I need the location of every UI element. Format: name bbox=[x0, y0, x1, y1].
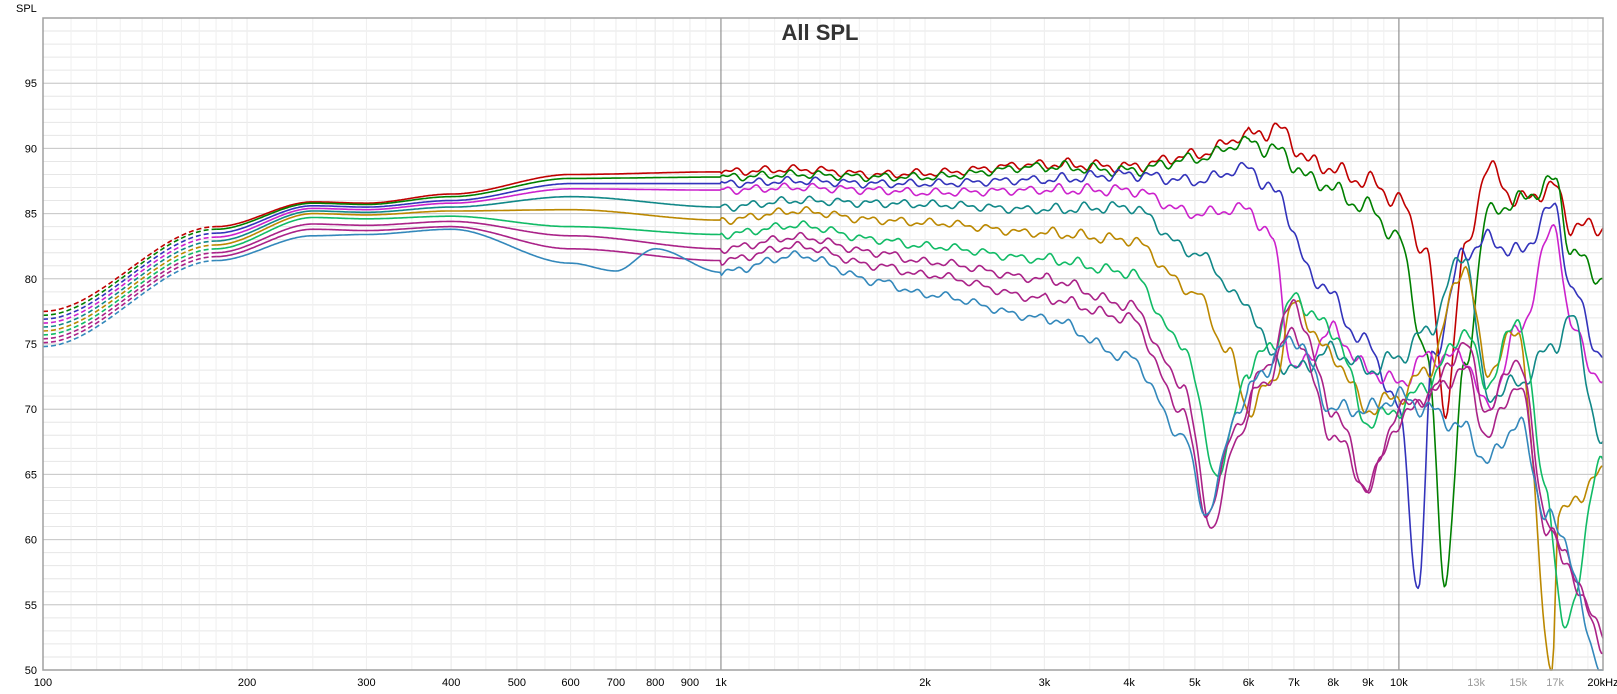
x-tick-label: 500 bbox=[508, 677, 526, 689]
series-line bbox=[216, 228, 1603, 671]
y-tick-label: 90 bbox=[25, 143, 37, 155]
x-tick-label: 9k bbox=[1362, 677, 1374, 689]
y-tick-label: 95 bbox=[25, 78, 37, 90]
series-line-extrapolated bbox=[42, 259, 217, 348]
series-line-extrapolated bbox=[42, 228, 217, 317]
x-tick-label: 800 bbox=[646, 677, 664, 689]
series-line bbox=[216, 225, 1603, 655]
series-line-extrapolated bbox=[42, 225, 217, 313]
x-tick-label: 300 bbox=[357, 677, 375, 689]
y-axis-ticks: 50 55 60 65 70 75 80 85 90 95 bbox=[25, 78, 37, 677]
plot-frame bbox=[42, 17, 1604, 671]
x-tick-label: 900 bbox=[681, 677, 699, 689]
x-tick-label: 5k bbox=[1189, 677, 1201, 689]
series-line-extrapolated bbox=[42, 251, 217, 340]
chart-title: All SPL bbox=[781, 20, 858, 45]
series-line bbox=[216, 206, 1603, 671]
x-tick-label: 8k bbox=[1327, 677, 1339, 689]
y-tick-label: 85 bbox=[25, 209, 37, 221]
x-tick-label: 4k bbox=[1123, 677, 1135, 689]
series-line-extrapolated bbox=[42, 236, 217, 324]
x-tick-label: 700 bbox=[607, 677, 625, 689]
series-line-extrapolated bbox=[42, 255, 217, 344]
series-line bbox=[216, 220, 1604, 639]
x-tick-label: 100 bbox=[34, 677, 52, 689]
x-tick-label: 200 bbox=[238, 677, 256, 689]
y-tick-label: 80 bbox=[25, 274, 37, 286]
x-tick-label: 1k bbox=[715, 677, 727, 689]
x-tick-label: 15k bbox=[1509, 677, 1527, 689]
series-line-extrapolated bbox=[42, 244, 217, 332]
series-line bbox=[216, 135, 1604, 588]
x-tick-label: 2k bbox=[919, 677, 931, 689]
y-tick-label: 70 bbox=[25, 404, 37, 416]
series-line bbox=[216, 195, 1604, 445]
series-line-extrapolated bbox=[42, 248, 217, 336]
y-tick-label: 50 bbox=[25, 665, 37, 677]
y-axis-label: SPL bbox=[16, 3, 37, 15]
series-layer bbox=[42, 122, 1604, 671]
series-line bbox=[216, 162, 1604, 590]
x-tick-label: 10k bbox=[1390, 677, 1408, 689]
series-line bbox=[216, 215, 1604, 629]
x-tick-label: 13k bbox=[1467, 677, 1485, 689]
y-tick-label: 60 bbox=[25, 535, 37, 547]
x-tick-label: 600 bbox=[561, 677, 579, 689]
y-tick-label: 75 bbox=[25, 339, 37, 351]
y-tick-label: 65 bbox=[25, 469, 37, 481]
x-tick-label: 3k bbox=[1039, 677, 1051, 689]
series-line-extrapolated bbox=[42, 232, 217, 320]
x-axis-ticks: 100 200 300 400 500 600 700 800 900 1k 2k 3k 4k 5k 6k 7… bbox=[34, 677, 1617, 689]
series-line bbox=[216, 182, 1604, 411]
x-tick-label: 17k bbox=[1546, 677, 1564, 689]
x-tick-label: 6k bbox=[1243, 677, 1255, 689]
series-line-extrapolated bbox=[42, 240, 217, 328]
y-tick-label: 55 bbox=[25, 600, 37, 612]
x-tick-label: 20kHz bbox=[1587, 677, 1617, 689]
x-tick-label: 400 bbox=[442, 677, 460, 689]
x-tick-label: 7k bbox=[1288, 677, 1300, 689]
